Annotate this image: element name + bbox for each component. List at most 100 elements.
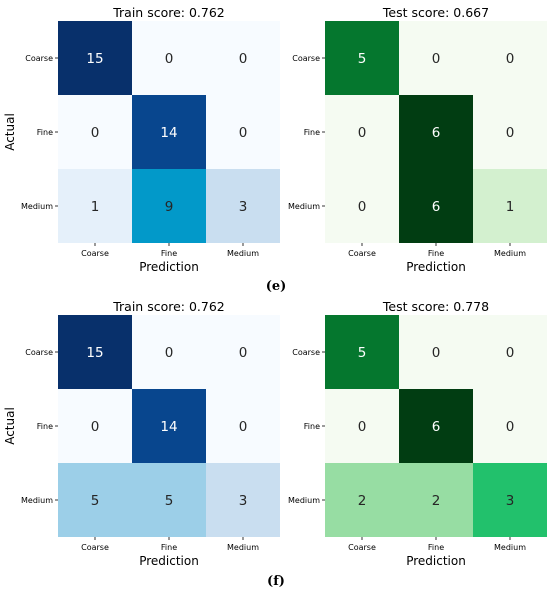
heatmap-cell bbox=[132, 169, 206, 243]
cell-value-label: 0 bbox=[506, 125, 515, 141]
y-tick-label: Coarse bbox=[292, 54, 320, 63]
heatmap-cell bbox=[473, 95, 547, 169]
y-tick-label: Fine bbox=[304, 422, 320, 431]
cell-value-label: 1 bbox=[506, 199, 515, 215]
y-tick-label: Fine bbox=[37, 128, 53, 137]
cell-value-label: 6 bbox=[432, 125, 441, 141]
x-tick-label: Medium bbox=[227, 249, 259, 258]
caption-e: (e) bbox=[266, 279, 287, 294]
heatmap-panel-3: 15 0 0 0 14 0 5 5 3 Train score: 0.762 Coarse Fine M… bbox=[3, 299, 280, 568]
heatmap-cell bbox=[206, 463, 280, 537]
heatmap-cell bbox=[58, 169, 132, 243]
cell-value-label: 14 bbox=[160, 419, 177, 435]
heatmap-panel-1: 15 0 0 0 14 0 1 9 3 Train score: 0.762 Coarse Fine M… bbox=[3, 5, 280, 274]
heatmap-cell bbox=[132, 463, 206, 537]
panel-title: Test score: 0.778 bbox=[382, 299, 489, 314]
cell-value-label: 0 bbox=[165, 345, 174, 361]
x-tick-label: Medium bbox=[494, 249, 526, 258]
cell-value-label: 1 bbox=[91, 199, 100, 215]
heatmap-cell bbox=[473, 463, 547, 537]
cell-value-label: 6 bbox=[432, 199, 441, 215]
heatmap-cell bbox=[206, 389, 280, 463]
x-tick-label: Medium bbox=[227, 543, 259, 552]
cell-value-label: 0 bbox=[506, 419, 515, 435]
x-tick-label: Coarse bbox=[81, 249, 109, 258]
heatmap-cell bbox=[58, 389, 132, 463]
heatmap-cell bbox=[132, 389, 206, 463]
y-tick-label: Medium bbox=[21, 496, 53, 505]
x-tick-label: Coarse bbox=[81, 543, 109, 552]
heatmap-cell bbox=[132, 95, 206, 169]
caption-f: (f) bbox=[267, 574, 285, 589]
x-tick-label: Coarse bbox=[348, 249, 376, 258]
x-tick-label: Fine bbox=[428, 249, 444, 258]
cell-value-label: 15 bbox=[86, 51, 103, 67]
y-axis-label: Actual bbox=[3, 113, 17, 151]
cell-value-label: 9 bbox=[165, 199, 174, 215]
panel-title: Test score: 0.667 bbox=[382, 5, 489, 20]
x-tick-label: Coarse bbox=[348, 543, 376, 552]
heatmap-cell bbox=[399, 95, 473, 169]
heatmap-cell bbox=[399, 169, 473, 243]
x-tick-label: Medium bbox=[494, 543, 526, 552]
heatmap-cell bbox=[132, 21, 206, 95]
heatmap-cell bbox=[206, 21, 280, 95]
cell-value-label: 0 bbox=[358, 199, 367, 215]
y-tick-label: Medium bbox=[288, 202, 320, 211]
heatmap-cell bbox=[58, 315, 132, 389]
panel-title: Train score: 0.762 bbox=[112, 299, 225, 314]
x-axis-label: Prediction bbox=[139, 260, 199, 274]
heatmap-cell bbox=[399, 315, 473, 389]
heatmap-cell bbox=[58, 21, 132, 95]
cell-value-label: 0 bbox=[506, 345, 515, 361]
cell-value-label: 15 bbox=[86, 345, 103, 361]
cell-value-label: 3 bbox=[239, 493, 248, 509]
cell-value-label: 0 bbox=[432, 345, 441, 361]
heatmap-cell bbox=[325, 95, 399, 169]
cell-value-label: 5 bbox=[358, 51, 367, 67]
y-tick-label: Fine bbox=[37, 422, 53, 431]
y-tick-label: Medium bbox=[21, 202, 53, 211]
cell-value-label: 5 bbox=[165, 493, 174, 509]
heatmap-cell bbox=[473, 169, 547, 243]
cell-value-label: 0 bbox=[91, 125, 100, 141]
cell-value-label: 14 bbox=[160, 125, 177, 141]
cell-value-label: 0 bbox=[239, 419, 248, 435]
heatmap-cell bbox=[58, 463, 132, 537]
cell-value-label: 0 bbox=[91, 419, 100, 435]
cell-value-label: 5 bbox=[358, 345, 367, 361]
cell-value-label: 0 bbox=[358, 419, 367, 435]
x-axis-label: Prediction bbox=[139, 554, 199, 568]
cell-value-label: 0 bbox=[239, 345, 248, 361]
heatmap-cell bbox=[325, 21, 399, 95]
x-tick-label: Fine bbox=[428, 543, 444, 552]
cell-value-label: 2 bbox=[432, 493, 441, 509]
cell-value-label: 0 bbox=[506, 51, 515, 67]
heatmap-cell bbox=[473, 389, 547, 463]
cell-value-label: 6 bbox=[432, 419, 441, 435]
y-axis-label: Actual bbox=[3, 407, 17, 445]
heatmap-cell bbox=[473, 315, 547, 389]
y-tick-label: Coarse bbox=[292, 348, 320, 357]
cell-value-label: 3 bbox=[506, 493, 515, 509]
y-tick-label: Coarse bbox=[25, 348, 53, 357]
heatmap-cell bbox=[325, 463, 399, 537]
y-tick-label: Coarse bbox=[25, 54, 53, 63]
cell-value-label: 0 bbox=[239, 125, 248, 141]
panel-title: Train score: 0.762 bbox=[112, 5, 225, 20]
cell-value-label: 5 bbox=[91, 493, 100, 509]
cell-value-label: 0 bbox=[432, 51, 441, 67]
heatmap-cell bbox=[473, 21, 547, 95]
heatmap-cell bbox=[399, 463, 473, 537]
heatmap-panel-2: 5 0 0 0 6 0 0 6 1 Test score: 0.667 Coarse Fine Medi… bbox=[288, 5, 547, 274]
heatmap-cell bbox=[206, 169, 280, 243]
heatmap-cell bbox=[325, 389, 399, 463]
x-axis-label: Prediction bbox=[406, 260, 466, 274]
heatmap-cell bbox=[58, 95, 132, 169]
heatmap-cell bbox=[399, 389, 473, 463]
heatmap-cell bbox=[206, 315, 280, 389]
cell-value-label: 0 bbox=[165, 51, 174, 67]
x-tick-label: Fine bbox=[161, 543, 177, 552]
heatmap-cell bbox=[325, 169, 399, 243]
